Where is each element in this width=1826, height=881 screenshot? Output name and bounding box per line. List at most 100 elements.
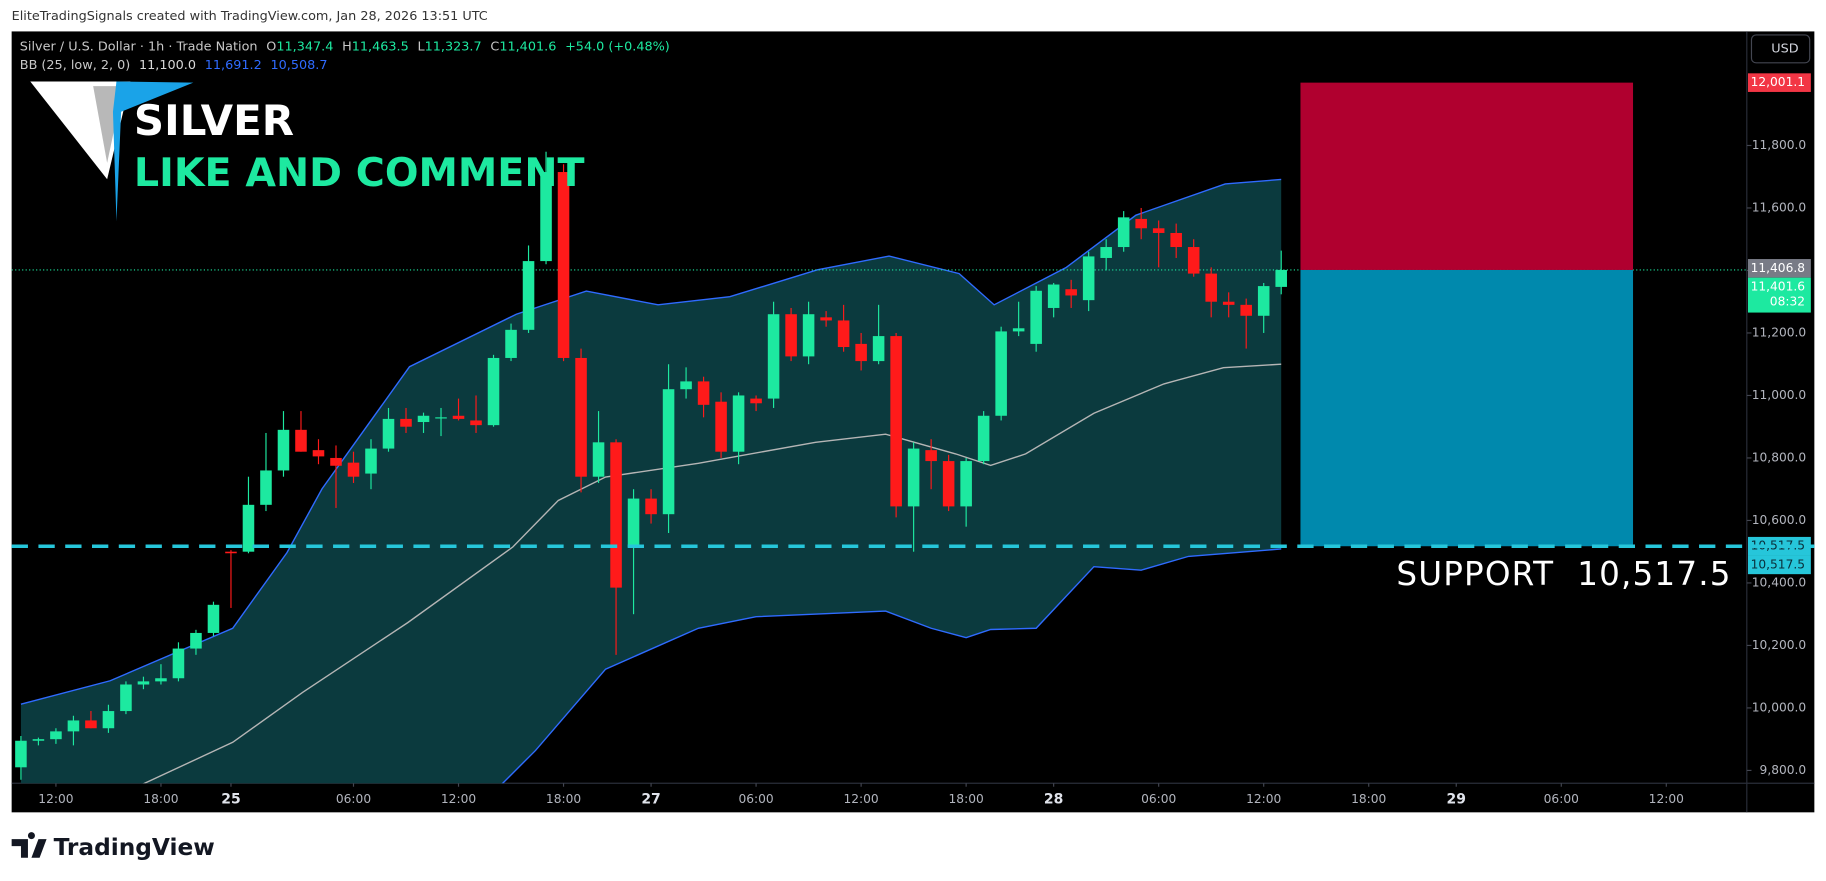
currency-button[interactable]: USD (1750, 34, 1811, 64)
x-tick-label: 06:00 (738, 792, 773, 806)
price-label: 11,406.8 (1751, 261, 1805, 275)
candle-body (1240, 304, 1252, 316)
bb-fill (20, 179, 1282, 784)
y-tick-label: 11,600.0 (1752, 200, 1806, 214)
target-zone (1300, 82, 1634, 270)
candle-body (50, 731, 62, 740)
candle-body (1100, 247, 1112, 258)
candle-body (627, 498, 640, 548)
brand-logo (30, 81, 194, 222)
y-tick-label: 10,000.0 (1752, 700, 1806, 714)
x-tick-label: 06:00 (336, 792, 371, 806)
candle-body (1275, 269, 1287, 287)
candle-body (435, 417, 447, 419)
logo-blue (112, 81, 194, 222)
candle-body (365, 448, 377, 474)
overlay-subtitle: LIKE AND COMMENT (134, 150, 585, 196)
candle-body (977, 415, 990, 462)
candle-body (925, 450, 937, 462)
candle-body (225, 551, 237, 554)
price-label-box (1747, 555, 1811, 575)
legend: Silver / U.S. Dollar · 1h · Trade Nation… (20, 39, 670, 73)
footer-brand: TradingView (54, 834, 215, 861)
candle-body (277, 429, 290, 471)
x-tick-label: 18:00 (1351, 792, 1386, 806)
footer-logo: TradingView (11, 832, 215, 861)
change: +54.0 (+0.48%) (565, 39, 670, 54)
x-tick-label: 29 (1447, 792, 1466, 808)
indicator-value: 10,508.7 (271, 58, 328, 73)
ohlc-value: 11,347.4 (276, 39, 333, 54)
support-annotation: SUPPORT 10,517.5 (1396, 555, 1731, 593)
indicator-legend: BB (25, low, 2, 0) 11,100.0 11,691.2 10,… (20, 58, 328, 73)
ohlc-value: 11,401.6 (499, 39, 556, 54)
candle-body (907, 448, 920, 507)
ohlc-key: O (266, 39, 276, 54)
symbol-legend: Silver / U.S. Dollar · 1h · Trade Nation… (20, 39, 670, 54)
candle-body (1117, 217, 1130, 248)
candle-body (785, 314, 797, 357)
candle-body (242, 504, 255, 552)
candle-body (1205, 273, 1217, 302)
price-label-box (1747, 73, 1811, 92)
candle-body (732, 395, 745, 452)
x-tick-label: 25 (221, 792, 240, 808)
currency-box[interactable] (1750, 34, 1811, 64)
candle-body (715, 401, 727, 452)
candle-body (750, 398, 762, 404)
candle-body (872, 336, 885, 362)
candle-body (295, 429, 307, 452)
candle-body (1257, 286, 1270, 316)
tv-mark (11, 832, 47, 858)
candle-body (575, 357, 587, 477)
candle-body (995, 331, 1007, 416)
candle-body (417, 415, 430, 423)
x-tick-label: 06:00 (1141, 792, 1176, 806)
ohlc-value: 11,323.7 (425, 39, 482, 54)
y-tick-label: 10,600.0 (1752, 513, 1806, 527)
axes: 9,800.0 10,000.0 10,200.0 10,400.0 10,600.0 1… (38, 138, 1806, 808)
candle-body (1187, 247, 1200, 274)
candle-body (207, 604, 220, 633)
candle-body (592, 442, 605, 477)
price-label-box (1747, 259, 1811, 278)
y-tick-label: 9,800.0 (1760, 763, 1807, 777)
x-tick-label: 12:00 (38, 792, 73, 806)
x-tick-label: 12:00 (843, 792, 878, 806)
candle-body (15, 740, 27, 768)
candle-body (942, 461, 955, 507)
candle-body (855, 343, 867, 362)
y-tick-label: 10,200.0 (1752, 638, 1806, 652)
plot-area (11, 151, 1747, 784)
price-label: 10,517.5 (1751, 539, 1805, 553)
candle-body (820, 317, 832, 321)
y-tick-label: 10,400.0 (1752, 575, 1806, 589)
candle-body (137, 681, 150, 685)
bb-middle (143, 363, 1282, 784)
candle-body (1012, 328, 1025, 332)
symbol: Silver / U.S. Dollar · 1h · Trade Nation (20, 39, 258, 54)
indicator-name: BB (25, low, 2, 0) (20, 58, 130, 73)
candle-body (1082, 256, 1095, 301)
candle-body (487, 357, 500, 426)
candle-body (347, 462, 360, 477)
candle-body (505, 329, 517, 358)
x-tick-label: 06:00 (1544, 792, 1579, 806)
candle-body (1135, 218, 1147, 229)
candle-body (767, 314, 780, 399)
header-credit: EliteTradingSignals created with Trading… (12, 9, 488, 24)
currency-label[interactable]: USD (1771, 41, 1798, 56)
candle-body (67, 720, 80, 732)
overlay-title: SILVER (134, 96, 294, 145)
y-tick-label: 10,800.0 (1752, 450, 1806, 464)
candle-body (1065, 289, 1077, 296)
candle-body (1170, 232, 1182, 248)
indicator-value: 11,691.2 (205, 58, 262, 73)
price-label: 11,401.6 (1751, 279, 1805, 293)
y-tick-label: 11,200.0 (1752, 325, 1806, 339)
ohlc-key: C (490, 39, 499, 54)
ohlc-key: L (418, 39, 426, 54)
candle-body (172, 648, 185, 679)
